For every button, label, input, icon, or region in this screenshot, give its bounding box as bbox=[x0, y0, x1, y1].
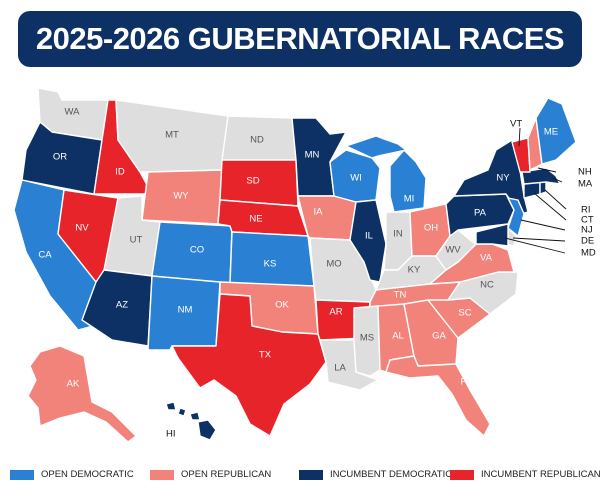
label-pa: PA bbox=[474, 208, 487, 219]
label-sd: SD bbox=[246, 176, 259, 187]
label-mo: MO bbox=[326, 259, 341, 270]
label-ca: CA bbox=[38, 250, 52, 261]
label-il: IL bbox=[365, 231, 373, 242]
hi-island-3[interactable] bbox=[189, 411, 201, 421]
legend-item-incumbent-republican: INCUMBENT REPUBLICAN bbox=[450, 469, 600, 480]
label-ks: KS bbox=[264, 259, 277, 270]
label-sc: SC bbox=[458, 308, 471, 319]
map-title: 2025-2026 GUBERNATORIAL RACES bbox=[35, 21, 565, 56]
label-mn: MN bbox=[305, 150, 320, 161]
label-oh: OH bbox=[424, 223, 438, 234]
label-md: MD bbox=[581, 248, 596, 259]
label-nh: NH bbox=[578, 167, 592, 178]
state-tx[interactable] bbox=[171, 293, 327, 437]
state-ia[interactable] bbox=[297, 195, 357, 241]
label-nv: NV bbox=[75, 223, 89, 234]
us-map: WA OR CA ID NV MT WY UT AZ CO NM ND SD N… bbox=[13, 87, 596, 443]
leader-md bbox=[504, 237, 566, 254]
label-wv: WV bbox=[445, 245, 461, 256]
label-tn: TN bbox=[394, 290, 407, 301]
leader-nh bbox=[537, 167, 557, 173]
label-de: DE bbox=[581, 236, 594, 247]
label-wi: WI bbox=[350, 173, 362, 184]
hi-big-island[interactable] bbox=[197, 419, 217, 441]
legend-label-open-democratic: OPEN DEMOCRATIC bbox=[41, 469, 134, 480]
state-ri[interactable] bbox=[539, 181, 547, 195]
label-nd: ND bbox=[250, 135, 264, 146]
state-ma[interactable] bbox=[521, 167, 561, 185]
label-ri: RI bbox=[581, 205, 591, 216]
legend: OPEN DEMOCRATIC OPEN REPUBLICAN INCUMBEN… bbox=[0, 462, 600, 492]
label-nm: NM bbox=[178, 305, 193, 316]
label-tx: TX bbox=[259, 350, 272, 361]
label-nj: NJ bbox=[581, 225, 593, 236]
label-in: IN bbox=[393, 229, 403, 240]
state-nj[interactable] bbox=[507, 197, 525, 237]
label-ms: MS bbox=[360, 333, 374, 344]
label-ut: UT bbox=[130, 235, 143, 246]
label-ne: NE bbox=[249, 214, 262, 225]
state-vt[interactable] bbox=[511, 137, 531, 173]
leader-de bbox=[512, 237, 566, 242]
leader-lines bbox=[504, 127, 567, 254]
label-me: ME bbox=[544, 127, 558, 138]
label-ak: AK bbox=[67, 379, 80, 390]
hi-island-1[interactable] bbox=[165, 401, 177, 411]
legend-item-open-democratic: OPEN DEMOCRATIC bbox=[10, 469, 134, 480]
label-co: CO bbox=[190, 245, 204, 256]
label-mi: MI bbox=[404, 194, 415, 205]
legend-swatch-incumbent-democratic bbox=[299, 469, 323, 480]
state-md[interactable] bbox=[475, 223, 509, 247]
label-ct: CT bbox=[581, 215, 594, 226]
leader-ct bbox=[533, 192, 567, 221]
state-il[interactable] bbox=[349, 199, 387, 283]
label-ma: MA bbox=[578, 179, 593, 190]
label-ky: KY bbox=[408, 265, 421, 276]
legend-swatch-open-democratic bbox=[10, 469, 34, 480]
leader-nj bbox=[520, 219, 566, 231]
label-ga: GA bbox=[432, 331, 446, 342]
label-or: OR bbox=[53, 152, 67, 163]
label-mt: MT bbox=[165, 130, 179, 141]
label-wa: WA bbox=[65, 107, 81, 118]
label-al: AL bbox=[392, 331, 404, 342]
legend-item-open-republican: OPEN REPUBLICAN bbox=[150, 469, 271, 480]
label-ok: OK bbox=[275, 300, 289, 311]
label-nc: NC bbox=[480, 280, 494, 291]
state-mi[interactable] bbox=[389, 149, 427, 213]
state-hi[interactable] bbox=[165, 401, 217, 441]
state-me[interactable] bbox=[535, 97, 577, 165]
label-id: ID bbox=[115, 167, 125, 178]
label-fl: FL bbox=[460, 377, 471, 388]
state-labels: WA OR CA ID NV MT WY UT AZ CO NM ND SD N… bbox=[38, 107, 596, 440]
legend-label-incumbent-democratic: INCUMBENT DEMOCRATIC bbox=[330, 469, 453, 480]
legend-label-incumbent-republican: INCUMBENT REPUBLICAN bbox=[481, 469, 600, 480]
label-wy: WY bbox=[173, 191, 189, 202]
legend-item-incumbent-democratic: INCUMBENT DEMOCRATIC bbox=[299, 469, 452, 480]
label-va: VA bbox=[480, 253, 493, 264]
leader-ma bbox=[552, 177, 563, 183]
leader-vt bbox=[518, 127, 521, 147]
label-la: LA bbox=[334, 363, 346, 374]
label-hi: HI bbox=[166, 429, 176, 440]
legend-label-open-republican: OPEN REPUBLICAN bbox=[181, 469, 272, 480]
legend-swatch-incumbent-republican bbox=[450, 469, 474, 480]
state-fl[interactable] bbox=[385, 355, 491, 437]
state-ne[interactable] bbox=[217, 199, 309, 237]
label-ny: NY bbox=[496, 173, 510, 184]
label-ia: IA bbox=[314, 207, 324, 218]
hi-island-2[interactable] bbox=[177, 407, 187, 417]
title-banner: 2025-2026 GUBERNATORIAL RACES bbox=[18, 11, 582, 67]
state-wi[interactable] bbox=[329, 149, 381, 203]
legend-swatch-open-republican bbox=[150, 469, 174, 480]
leader-ri bbox=[544, 189, 567, 210]
label-az: AZ bbox=[116, 300, 128, 311]
state-ak[interactable] bbox=[27, 345, 137, 443]
label-ar: AR bbox=[329, 307, 342, 318]
label-vt: VT bbox=[510, 119, 522, 130]
state-mi-upper[interactable] bbox=[345, 135, 407, 159]
